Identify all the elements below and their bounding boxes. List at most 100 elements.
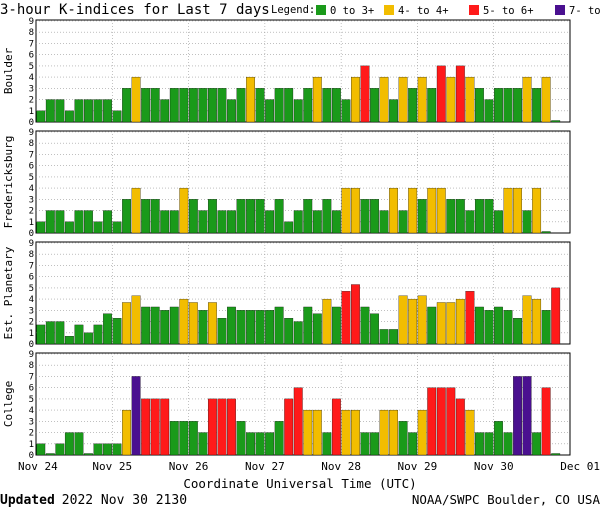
y-tick-label: 8 [29, 250, 34, 260]
bar [379, 210, 389, 234]
bar [551, 453, 561, 456]
y-tick-label: 8 [29, 28, 34, 38]
y-tick-label: 0 [29, 340, 34, 350]
bar [207, 302, 217, 345]
bar [532, 187, 542, 234]
bar [160, 210, 170, 234]
bar [513, 187, 522, 234]
bar [513, 376, 522, 456]
legend-label-4-to-4: 4- to 4+ [398, 5, 449, 17]
bar [322, 88, 332, 123]
y-tick-label: 5 [29, 395, 34, 405]
bar [36, 443, 46, 456]
bar [265, 210, 275, 234]
bar [160, 310, 170, 345]
bar [398, 421, 408, 456]
bar [446, 387, 456, 456]
x-tick-label: Nov 25 [92, 460, 132, 473]
bar [351, 76, 360, 123]
bar [255, 310, 265, 345]
bar [503, 310, 513, 345]
bar [131, 187, 141, 234]
bar [141, 398, 151, 456]
bar [427, 187, 437, 234]
bar [55, 99, 65, 123]
bar [84, 99, 93, 123]
bar [198, 88, 208, 123]
bar [103, 210, 112, 234]
x-tick-label: Dec 01 [560, 460, 600, 473]
bar [474, 306, 484, 345]
bar [522, 76, 532, 123]
bar [131, 376, 141, 456]
bar [446, 302, 456, 345]
bar [417, 76, 427, 123]
bar [455, 199, 465, 234]
bar [284, 398, 294, 456]
x-tick-label: Nov 27 [245, 460, 285, 473]
bar [274, 199, 284, 234]
bar [370, 432, 379, 456]
bar [465, 409, 475, 456]
bar [293, 321, 303, 345]
chart-title: 3-hour K-indices for Last 7 days [0, 2, 270, 18]
bar [45, 321, 55, 345]
bar [494, 210, 503, 234]
bar [236, 310, 246, 345]
bar [331, 306, 341, 345]
y-tick-label: 5 [29, 284, 34, 294]
bar [541, 76, 551, 123]
bar [84, 453, 93, 456]
bar [484, 199, 494, 234]
bar [227, 398, 236, 456]
panel-label-boulder: Boulder [2, 47, 15, 94]
bar [303, 88, 313, 123]
bar [160, 99, 170, 123]
bar [522, 210, 532, 234]
bar [236, 421, 246, 456]
bar [341, 291, 351, 345]
bar [255, 432, 265, 456]
bar [122, 199, 132, 234]
bar [150, 306, 160, 345]
bar [465, 76, 475, 123]
bar [36, 324, 46, 345]
bar [207, 398, 217, 456]
bar [465, 210, 475, 234]
y-tick-label: 4 [29, 406, 34, 416]
y-tick-label: 8 [29, 361, 34, 371]
y-tick-label: 6 [29, 162, 34, 172]
bar [532, 88, 542, 123]
y-tick-label: 1 [29, 218, 34, 228]
chart-header: 3-hour K-indices for Last 7 days Legend:… [0, 2, 600, 18]
bar [484, 99, 494, 123]
bar [379, 76, 389, 123]
bar [351, 409, 360, 456]
y-tick-label: 2 [29, 207, 34, 217]
bar [265, 432, 275, 456]
x-tick-label: Nov 30 [474, 460, 514, 473]
x-tick-label: Nov 28 [321, 460, 361, 473]
bar [303, 306, 313, 345]
legend-swatch-5-to-6 [469, 5, 479, 15]
bar [293, 210, 303, 234]
x-tick-label: Nov 24 [18, 460, 58, 473]
bar [64, 110, 74, 123]
y-tick-label: 9 [29, 350, 34, 360]
bar [455, 298, 465, 345]
bar [417, 409, 427, 456]
legend: 0 to 3+ 4- to 4+ 5- to 6+ 7- to 9 [316, 5, 600, 17]
y-tick-label: 1 [29, 107, 34, 117]
bar [45, 210, 55, 234]
bar [341, 187, 351, 234]
y-tick-label: 6 [29, 384, 34, 394]
y-tick-label: 8 [29, 139, 34, 149]
bar [227, 210, 236, 234]
y-tick-label: 1 [29, 440, 34, 450]
bar [112, 443, 122, 456]
y-tick-label: 0 [29, 451, 34, 461]
bar [179, 421, 189, 456]
bar [93, 324, 103, 345]
